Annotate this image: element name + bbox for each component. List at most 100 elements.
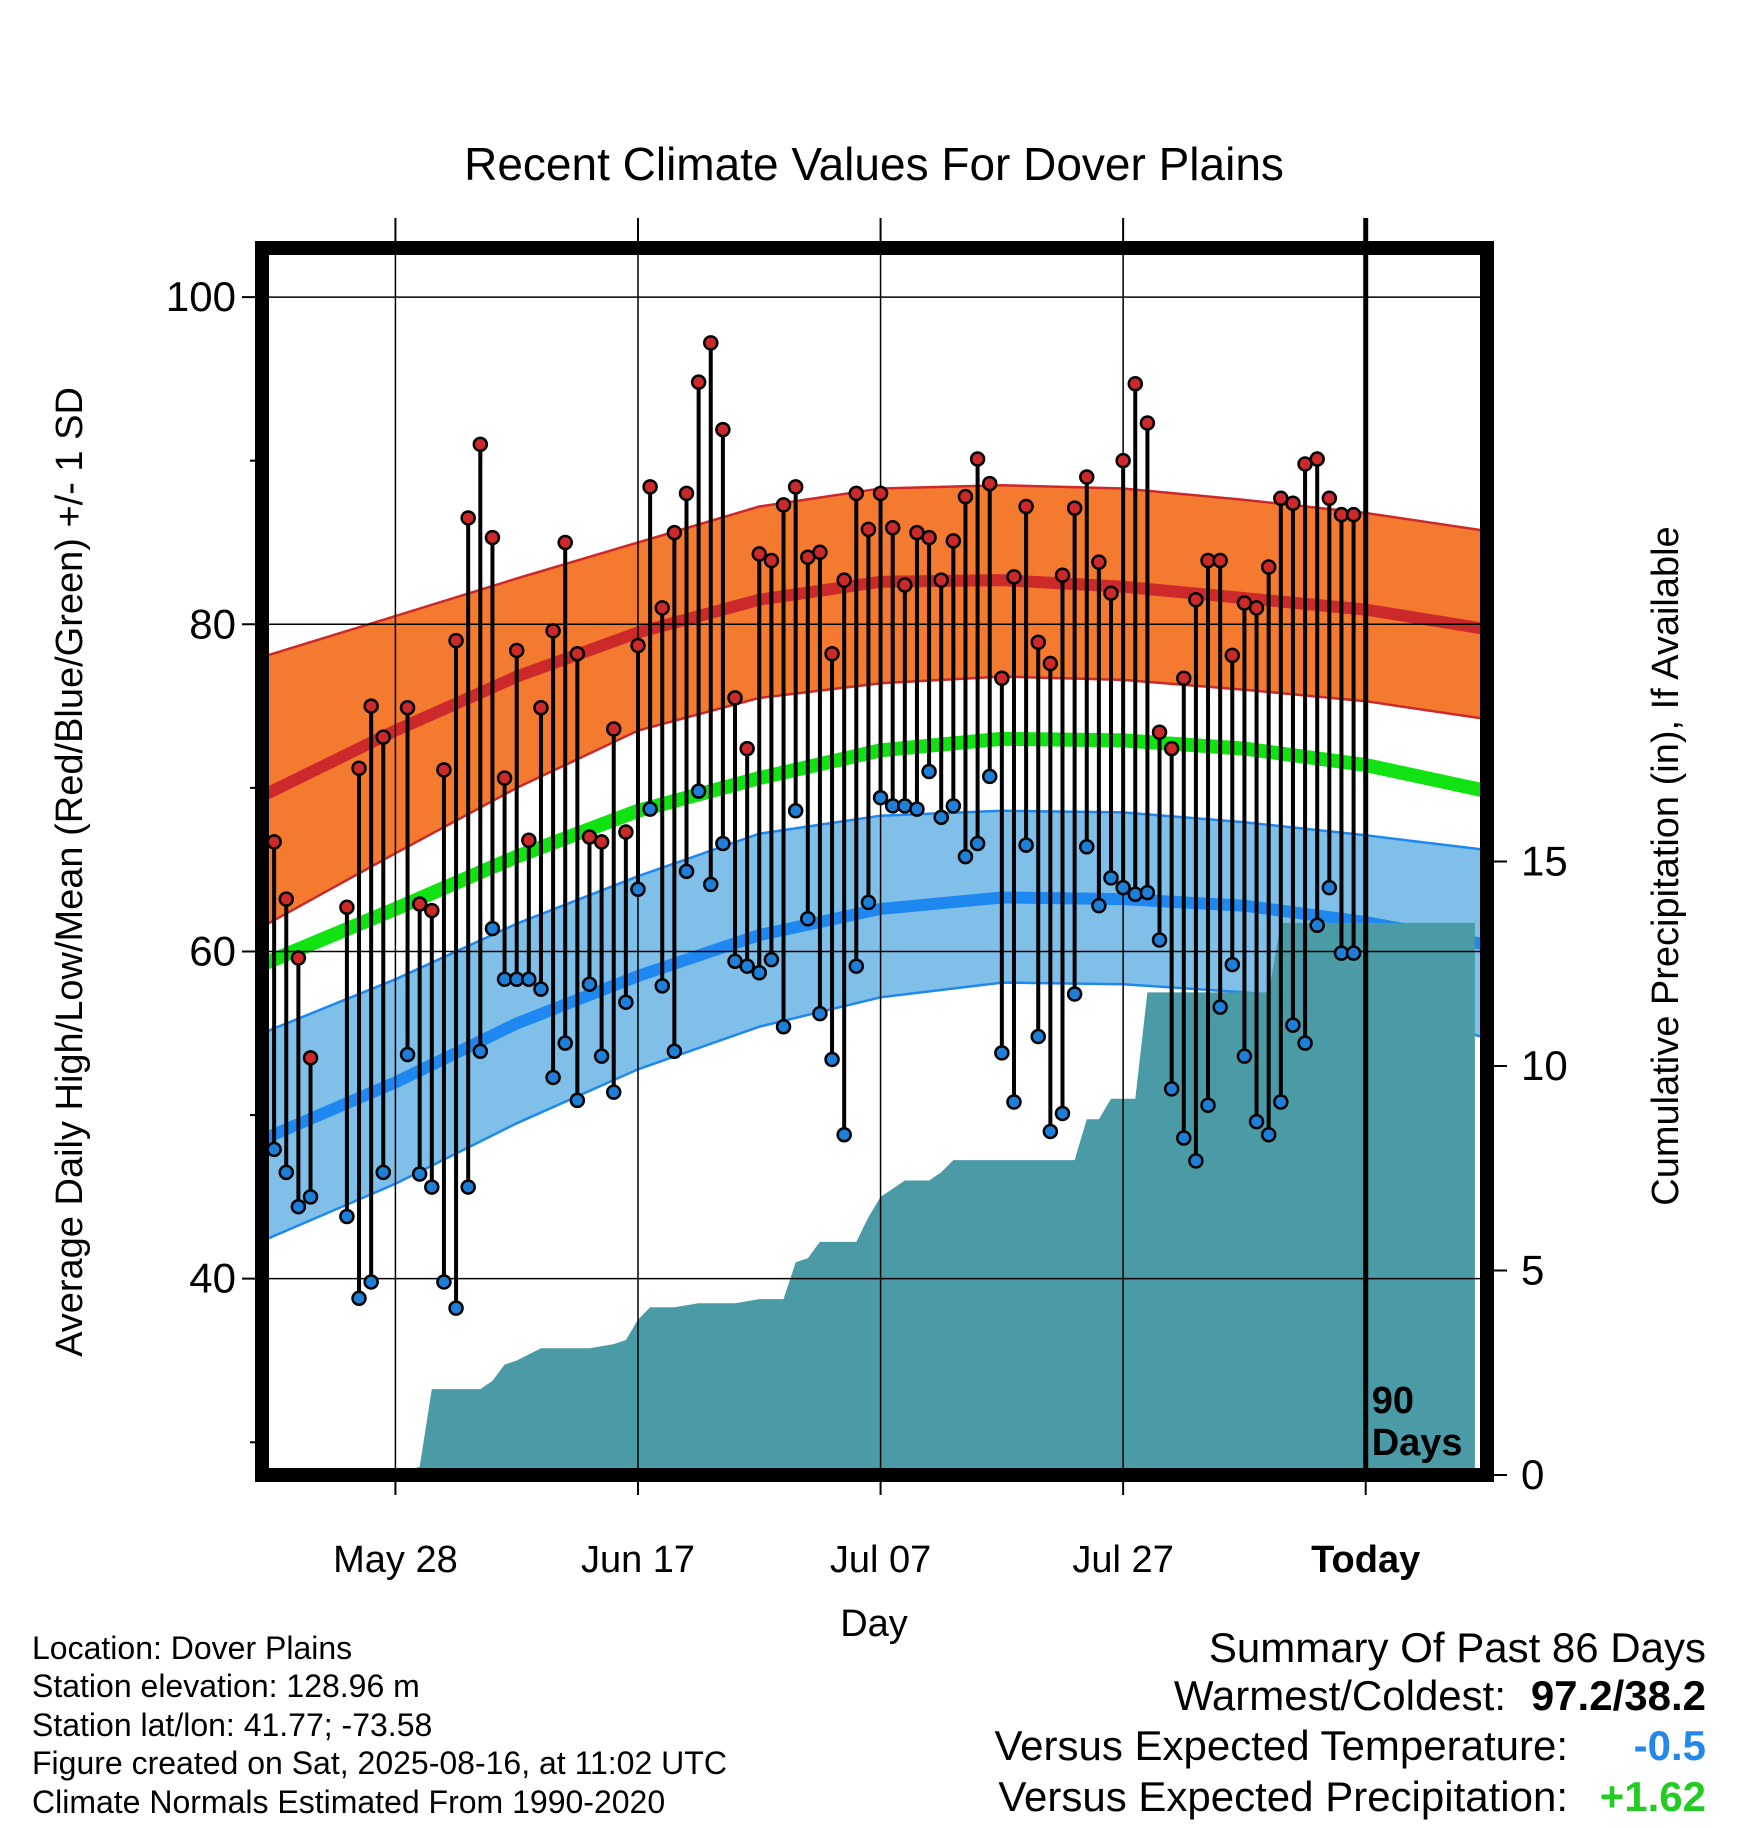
daily-high-point xyxy=(763,552,780,569)
daily-low-point xyxy=(593,1048,610,1064)
daily-low-point xyxy=(703,876,719,893)
daily-low-point xyxy=(1115,879,1131,896)
daily-low-point xyxy=(678,863,695,880)
daily-high-point xyxy=(1176,670,1192,687)
x-tick-label: Today xyxy=(1311,1539,1420,1581)
daily-low-point xyxy=(375,1164,392,1181)
daily-high-point xyxy=(436,762,452,778)
daily-high-point xyxy=(678,485,695,502)
y-tick-label: 40 xyxy=(189,1255,236,1302)
daily-high-point xyxy=(690,374,707,390)
y2-axis-label: Cumulative Precipitation (in), If Availa… xyxy=(1645,526,1687,1205)
daily-high-point xyxy=(1091,554,1107,570)
daily-low-point xyxy=(618,994,634,1010)
daily-high-point xyxy=(884,520,901,536)
daily-low-point xyxy=(1151,932,1168,948)
daily-high-point xyxy=(508,642,525,659)
daily-high-point xyxy=(375,729,392,745)
daily-high-point xyxy=(933,572,949,588)
daily-low-point xyxy=(836,1126,852,1143)
daily-high-point xyxy=(290,950,307,966)
y2-tick-label: 0 xyxy=(1521,1451,1544,1498)
daily-low-point xyxy=(1236,1048,1253,1064)
today-marker-days-number: 90 xyxy=(1372,1380,1414,1422)
daily-high-point xyxy=(302,1050,319,1066)
daily-low-point xyxy=(460,1179,476,1195)
daily-high-point xyxy=(994,670,1010,687)
daily-low-point xyxy=(436,1274,452,1290)
daily-low-point xyxy=(1091,897,1107,914)
daily-high-point xyxy=(1285,495,1301,511)
temp-anomaly-label: Versus Expected Temperature: xyxy=(994,1722,1568,1769)
daily-high-point xyxy=(1103,585,1119,601)
daily-high-point xyxy=(1188,591,1204,608)
created-text: Figure created on Sat, 2025-08-16, at 11… xyxy=(32,1745,727,1781)
daily-low-point xyxy=(933,809,949,826)
daily-low-point xyxy=(994,1045,1010,1061)
daily-low-point xyxy=(654,978,670,994)
x-tick-label: Jun 17 xyxy=(581,1539,695,1581)
daily-high-point xyxy=(703,335,719,351)
daily-high-point xyxy=(945,533,962,549)
daily-low-point xyxy=(969,835,986,852)
daily-low-point xyxy=(642,801,658,817)
daily-low-point xyxy=(411,1166,428,1182)
daily-high-point xyxy=(848,485,865,502)
daily-high-point xyxy=(1163,740,1180,757)
precip-anomaly-label: Versus Expected Precipitation: xyxy=(998,1773,1568,1820)
daily-low-point xyxy=(751,964,768,981)
daily-low-point xyxy=(1212,999,1228,1015)
daily-high-point xyxy=(654,600,670,616)
summary-title: Summary Of Past 86 Days xyxy=(1208,1624,1706,1671)
daily-low-point xyxy=(1018,837,1034,853)
daily-low-point xyxy=(278,1164,295,1181)
daily-low-point xyxy=(848,958,865,974)
daily-low-point xyxy=(739,958,755,974)
daily-high-point xyxy=(496,770,513,786)
daily-high-point xyxy=(1248,600,1265,616)
daily-low-point xyxy=(472,1043,489,1060)
daily-high-point xyxy=(339,899,355,916)
daily-high-point xyxy=(484,529,501,546)
daily-high-point xyxy=(1127,376,1144,392)
daily-low-point xyxy=(1054,1105,1071,1122)
daily-low-point xyxy=(1200,1097,1216,1114)
daily-high-point xyxy=(969,451,986,467)
daily-high-point xyxy=(1054,567,1071,583)
daily-high-point xyxy=(897,577,913,593)
daily-low-point xyxy=(690,783,707,799)
daily-high-point xyxy=(1139,415,1156,431)
daily-low-point xyxy=(424,1179,440,1195)
daily-high-point xyxy=(1212,552,1228,569)
precip-anomaly-value: +1.62 xyxy=(1599,1773,1706,1820)
daily-low-point xyxy=(1103,870,1119,886)
daily-high-point xyxy=(872,485,889,502)
daily-low-point xyxy=(945,798,962,814)
daily-high-point xyxy=(642,479,658,495)
location-text: Location: Dover Plains xyxy=(32,1630,353,1666)
daily-low-point xyxy=(533,981,549,997)
chart-title: Recent Climate Values For Dover Plains xyxy=(464,138,1284,190)
daily-high-point xyxy=(1345,506,1362,523)
daily-low-point xyxy=(1079,839,1095,855)
daily-low-point xyxy=(921,763,937,780)
daily-low-point xyxy=(1163,1081,1180,1097)
y-axis-label: Average Daily High/Low/Mean (Red/Blue/Gr… xyxy=(49,387,91,1357)
y-tick-label: 80 xyxy=(189,600,236,647)
daily-low-point xyxy=(339,1208,355,1225)
daily-low-point xyxy=(1285,1017,1301,1033)
daily-low-point xyxy=(872,789,889,806)
daily-low-point xyxy=(957,848,974,865)
y2-tick-label: 15 xyxy=(1521,838,1568,885)
daily-high-point xyxy=(545,623,561,639)
daily-low-point xyxy=(909,801,925,817)
daily-high-point xyxy=(812,544,828,561)
daily-high-point xyxy=(557,534,573,551)
y-tick-label: 100 xyxy=(166,273,236,320)
daily-high-point xyxy=(363,698,379,714)
daily-high-point xyxy=(751,546,768,562)
daily-high-point xyxy=(630,637,646,654)
daily-high-point xyxy=(1042,655,1059,672)
daily-low-point xyxy=(666,1043,683,1060)
plot-content xyxy=(262,248,1487,1475)
